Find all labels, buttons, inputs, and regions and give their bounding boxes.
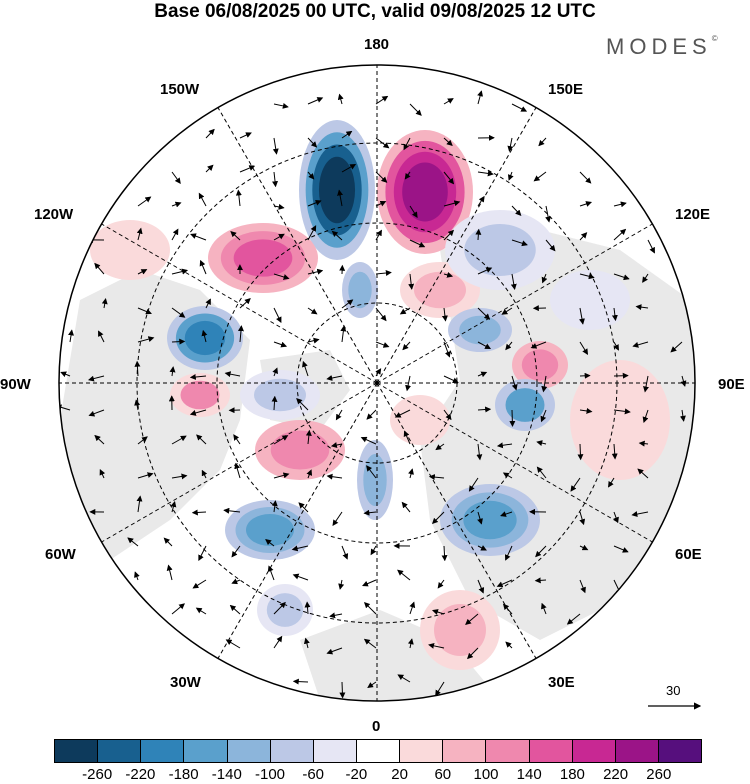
lon-label-30e: 30E <box>548 674 575 691</box>
colorbar-tick-label: -60 <box>302 766 324 783</box>
lon-label-60w: 60W <box>45 546 76 563</box>
wind-arrow <box>172 341 184 342</box>
colorbar-tick-label: -220 <box>125 766 155 783</box>
colorbar-swatch <box>357 740 400 762</box>
colorbar <box>54 739 702 763</box>
anomaly-contour <box>550 270 630 330</box>
colorbar-swatch <box>314 740 357 762</box>
colorbar-tick-label: 260 <box>646 766 671 783</box>
colorbar-tick-label: 100 <box>473 766 498 783</box>
anomaly-contour <box>570 360 670 480</box>
anomaly-contour <box>363 454 386 506</box>
colorbar-ticks: -260 -220 -180 -140 -100 -60 -20 20 60 100 140 180 2… <box>0 766 750 784</box>
wind-arrow <box>478 230 479 240</box>
anomaly-contour <box>348 272 371 308</box>
lon-label-60e: 60E <box>675 546 702 563</box>
reference-vector-label: 30 <box>666 683 680 698</box>
anomaly-contour <box>459 316 501 345</box>
lon-label-120w: 120W <box>34 206 73 223</box>
colorbar-swatch <box>228 740 271 762</box>
anomaly-contour <box>246 514 294 546</box>
lon-label-90w: 90W <box>0 376 31 393</box>
anomaly-contour <box>464 224 536 276</box>
colorbar-swatch <box>55 740 98 762</box>
colorbar-tick-label: -20 <box>346 766 368 783</box>
lon-label-30w: 30W <box>170 674 201 691</box>
colorbar-tick-label: -180 <box>169 766 199 783</box>
wind-arrow <box>512 410 513 426</box>
colorbar-swatch <box>98 740 141 762</box>
colorbar-tick-label: 20 <box>391 766 408 783</box>
colorbar-swatch <box>573 740 616 762</box>
lon-label-150e: 150E <box>548 81 583 98</box>
wind-arrow <box>580 444 581 459</box>
colorbar-swatch <box>530 740 573 762</box>
colorbar-swatch <box>400 740 443 762</box>
lon-label-150w: 150W <box>160 81 199 98</box>
anomaly-contour <box>463 501 516 539</box>
lon-label-180: 180 <box>364 36 389 53</box>
wind-arrow <box>294 681 308 682</box>
colorbar-tick-label: 60 <box>434 766 451 783</box>
wind-arrow <box>342 682 343 698</box>
anomaly-contour <box>414 272 466 308</box>
colorbar-tick-label: 220 <box>603 766 628 783</box>
lon-label-90e: 90E <box>718 376 745 393</box>
anomaly-contour <box>506 388 545 422</box>
colorbar-tick-label: 140 <box>517 766 542 783</box>
anomaly-contour <box>271 431 330 470</box>
colorbar-tick-label: -140 <box>212 766 242 783</box>
anomaly-contour <box>402 163 448 222</box>
anomaly-contour <box>181 381 220 410</box>
colorbar-tick-label: -260 <box>82 766 112 783</box>
colorbar-tick-label: -100 <box>255 766 285 783</box>
colorbar-swatch <box>486 740 529 762</box>
colorbar-swatch <box>659 740 701 762</box>
lon-label-0: 0 <box>372 718 380 735</box>
anomaly-contour <box>319 157 355 224</box>
lon-label-120e: 120E <box>675 206 710 223</box>
colorbar-swatch <box>184 740 227 762</box>
anomaly-contour <box>522 349 558 380</box>
colorbar-swatch <box>141 740 184 762</box>
colorbar-tick-label: 180 <box>560 766 585 783</box>
colorbar-swatch <box>271 740 314 762</box>
colorbar-swatch <box>616 740 659 762</box>
colorbar-swatch <box>443 740 486 762</box>
